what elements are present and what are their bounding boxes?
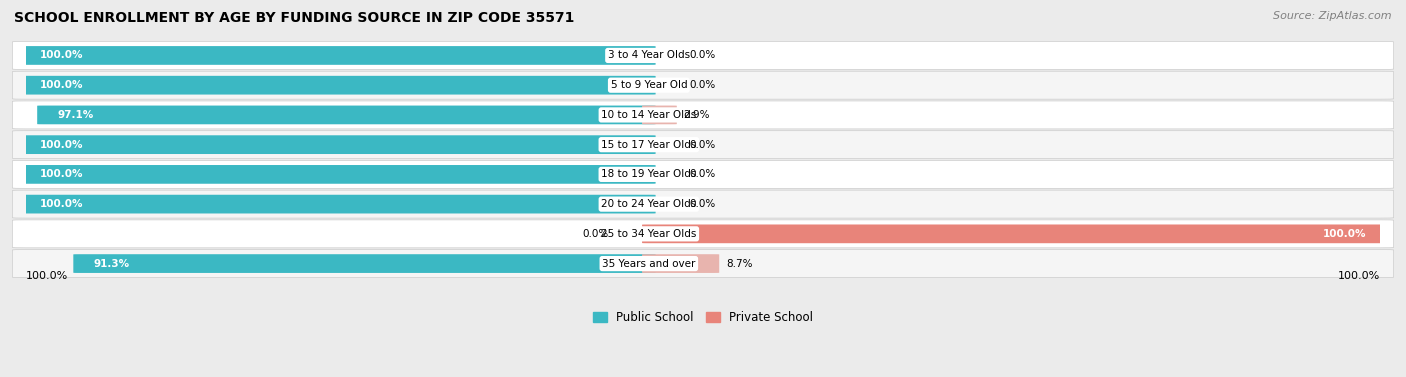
FancyBboxPatch shape [73, 254, 655, 273]
Text: 18 to 19 Year Olds: 18 to 19 Year Olds [602, 169, 696, 179]
Text: 97.1%: 97.1% [58, 110, 94, 120]
Text: 0.0%: 0.0% [689, 139, 716, 150]
Text: 100.0%: 100.0% [1323, 229, 1367, 239]
FancyBboxPatch shape [643, 254, 720, 273]
Text: 15 to 17 Year Olds: 15 to 17 Year Olds [602, 139, 696, 150]
Text: 100.0%: 100.0% [1339, 271, 1381, 281]
Text: 0.0%: 0.0% [689, 51, 716, 60]
FancyBboxPatch shape [13, 220, 1393, 248]
Text: Source: ZipAtlas.com: Source: ZipAtlas.com [1274, 11, 1392, 21]
Text: 100.0%: 100.0% [39, 80, 83, 90]
Text: 35 Years and over: 35 Years and over [602, 259, 696, 268]
FancyBboxPatch shape [20, 76, 655, 95]
FancyBboxPatch shape [13, 250, 1393, 277]
FancyBboxPatch shape [643, 106, 676, 124]
FancyBboxPatch shape [13, 160, 1393, 188]
Text: 0.0%: 0.0% [689, 199, 716, 209]
Text: 10 to 14 Year Olds: 10 to 14 Year Olds [602, 110, 696, 120]
Text: 100.0%: 100.0% [39, 169, 83, 179]
FancyBboxPatch shape [13, 131, 1393, 159]
Text: SCHOOL ENROLLMENT BY AGE BY FUNDING SOURCE IN ZIP CODE 35571: SCHOOL ENROLLMENT BY AGE BY FUNDING SOUR… [14, 11, 575, 25]
Text: 0.0%: 0.0% [689, 169, 716, 179]
Text: 100.0%: 100.0% [25, 271, 67, 281]
FancyBboxPatch shape [643, 224, 1386, 243]
FancyBboxPatch shape [20, 195, 655, 213]
Text: 0.0%: 0.0% [582, 229, 609, 239]
FancyBboxPatch shape [20, 135, 655, 154]
Text: 25 to 34 Year Olds: 25 to 34 Year Olds [602, 229, 696, 239]
Text: 5 to 9 Year Old: 5 to 9 Year Old [610, 80, 688, 90]
Legend: Public School, Private School: Public School, Private School [588, 307, 818, 329]
Text: 20 to 24 Year Olds: 20 to 24 Year Olds [602, 199, 696, 209]
Text: 100.0%: 100.0% [39, 139, 83, 150]
Text: 2.9%: 2.9% [683, 110, 710, 120]
FancyBboxPatch shape [13, 190, 1393, 218]
FancyBboxPatch shape [13, 41, 1393, 69]
Text: 91.3%: 91.3% [94, 259, 129, 268]
FancyBboxPatch shape [13, 101, 1393, 129]
FancyBboxPatch shape [20, 46, 655, 65]
Text: 0.0%: 0.0% [689, 80, 716, 90]
FancyBboxPatch shape [20, 165, 655, 184]
Text: 100.0%: 100.0% [39, 199, 83, 209]
Text: 100.0%: 100.0% [39, 51, 83, 60]
Text: 8.7%: 8.7% [725, 259, 752, 268]
FancyBboxPatch shape [37, 106, 655, 124]
Text: 3 to 4 Year Olds: 3 to 4 Year Olds [607, 51, 690, 60]
FancyBboxPatch shape [13, 71, 1393, 99]
